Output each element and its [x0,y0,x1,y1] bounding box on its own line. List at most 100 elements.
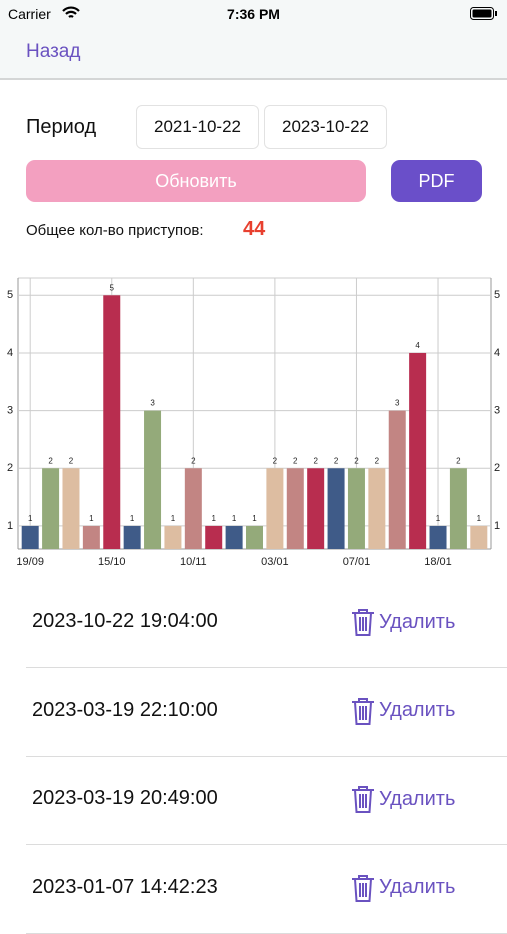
bar [409,352,427,549]
delete-label: Удалить [379,699,456,721]
bar [286,468,304,549]
x-tick-label: 15/10 [98,556,126,568]
trash-icon [352,786,374,813]
status-bar: Carrier 7:36 PM [0,0,507,28]
value-label: 2 [191,456,196,465]
record-datetime: 2023-03-19 22:10:00 [32,698,218,721]
bar [368,468,386,549]
y2-tick-label: 3 [494,405,500,417]
value-label: 2 [354,456,359,465]
refresh-button[interactable]: Обновить [26,160,366,202]
value-label: 3 [395,399,400,408]
record-datetime: 2023-03-19 20:49:00 [32,787,218,809]
back-button[interactable]: Назад [26,41,81,62]
bar [205,525,223,549]
separator [26,844,507,845]
bar [307,468,325,549]
value-label: 1 [232,514,237,523]
pdf-button[interactable]: PDF [391,160,482,202]
y-tick-label: 3 [7,405,13,417]
separator [26,932,507,934]
value-label: 1 [28,514,33,523]
delete-label: Удалить [379,787,456,810]
value-label: 1 [130,514,135,523]
delete-label: Удалить [379,876,456,898]
value-label: 1 [436,514,441,523]
value-label: 2 [48,456,53,465]
delete-button[interactable]: Удалить [350,696,455,726]
date-from[interactable]: 2021-10-22 [136,105,259,149]
x-tick-label: 03/01 [261,556,289,568]
value-label: 1 [171,514,176,523]
y-tick-label: 1 [7,520,13,532]
trash-icon [352,874,374,902]
battery-icon [470,7,497,20]
x-tick-label: 07/01 [343,556,371,568]
bar [225,525,243,549]
value-label: 1 [252,514,257,523]
bar [62,468,80,549]
y2-tick-label: 1 [494,520,500,532]
value-label: 2 [273,456,278,465]
bar [144,410,162,549]
value-label: 5 [110,283,115,292]
value-label: 3 [150,399,155,408]
bar [21,525,39,549]
bar [449,468,467,549]
nav-bar: Назад [0,28,507,80]
value-label: 2 [293,456,298,465]
date-to[interactable]: 2023-10-22 [264,105,387,149]
delete-button[interactable]: Удалить [350,607,455,637]
value-label: 2 [375,456,380,465]
value-label: 1 [477,514,482,523]
period-label: Период [26,116,97,138]
bar [429,525,447,549]
y2-tick-label: 2 [494,462,500,474]
record-datetime: 2023-10-22 19:04:00 [32,610,218,632]
wifi-icon [62,6,80,18]
value-label: 2 [456,456,461,465]
bar [327,468,345,549]
total-label: Общее кол-во приступов: [26,222,204,239]
bar [42,468,60,549]
value-label: 1 [89,514,94,523]
delete-button[interactable]: Удалить [350,873,455,903]
y2-tick-label: 4 [494,347,500,359]
separator [26,667,507,668]
record-row: 2023-03-19 20:49:00 Удалить [0,757,507,845]
separator [26,755,507,757]
bar [266,468,284,549]
bar [123,525,141,549]
bar [246,525,263,549]
record-row: 2023-10-22 19:04:00 Удалить [0,580,507,668]
bar [388,410,406,549]
value-label: 4 [415,341,420,350]
delete-button[interactable]: Удалить [350,784,455,814]
delete-label: Удалить [379,610,456,633]
x-tick-label: 19/09 [16,556,44,568]
x-tick-label: 18/01 [424,556,452,568]
value-label: 2 [334,456,339,465]
bar [82,525,100,549]
bar [184,468,202,549]
record-datetime: 2023-01-07 14:42:23 [32,875,218,898]
record-row: 2023-03-19 22:10:00 Удалить [0,669,507,757]
value-label: 2 [313,456,318,465]
clock: 7:36 PM [227,6,280,22]
value-label: 1 [211,514,216,523]
total-value: 44 [243,218,266,240]
chart: 1 1 2 2 3 3 4 4 5 5 19/09 15/10 10/11 03/01 07/01 18/01… [7,277,500,568]
bar [347,468,365,549]
y-tick-label: 5 [7,289,13,301]
bar [164,525,182,549]
carrier: Carrier [8,6,51,22]
bar [470,525,488,549]
record-row: 2023-01-07 14:42:23 Удалить [0,846,507,934]
y-tick-label: 4 [7,347,13,359]
x-tick-label: 10/11 [180,556,207,568]
trash-icon [352,697,374,725]
value-label: 2 [69,456,74,465]
y-tick-label: 2 [7,462,13,474]
y2-tick-label: 5 [494,289,500,301]
